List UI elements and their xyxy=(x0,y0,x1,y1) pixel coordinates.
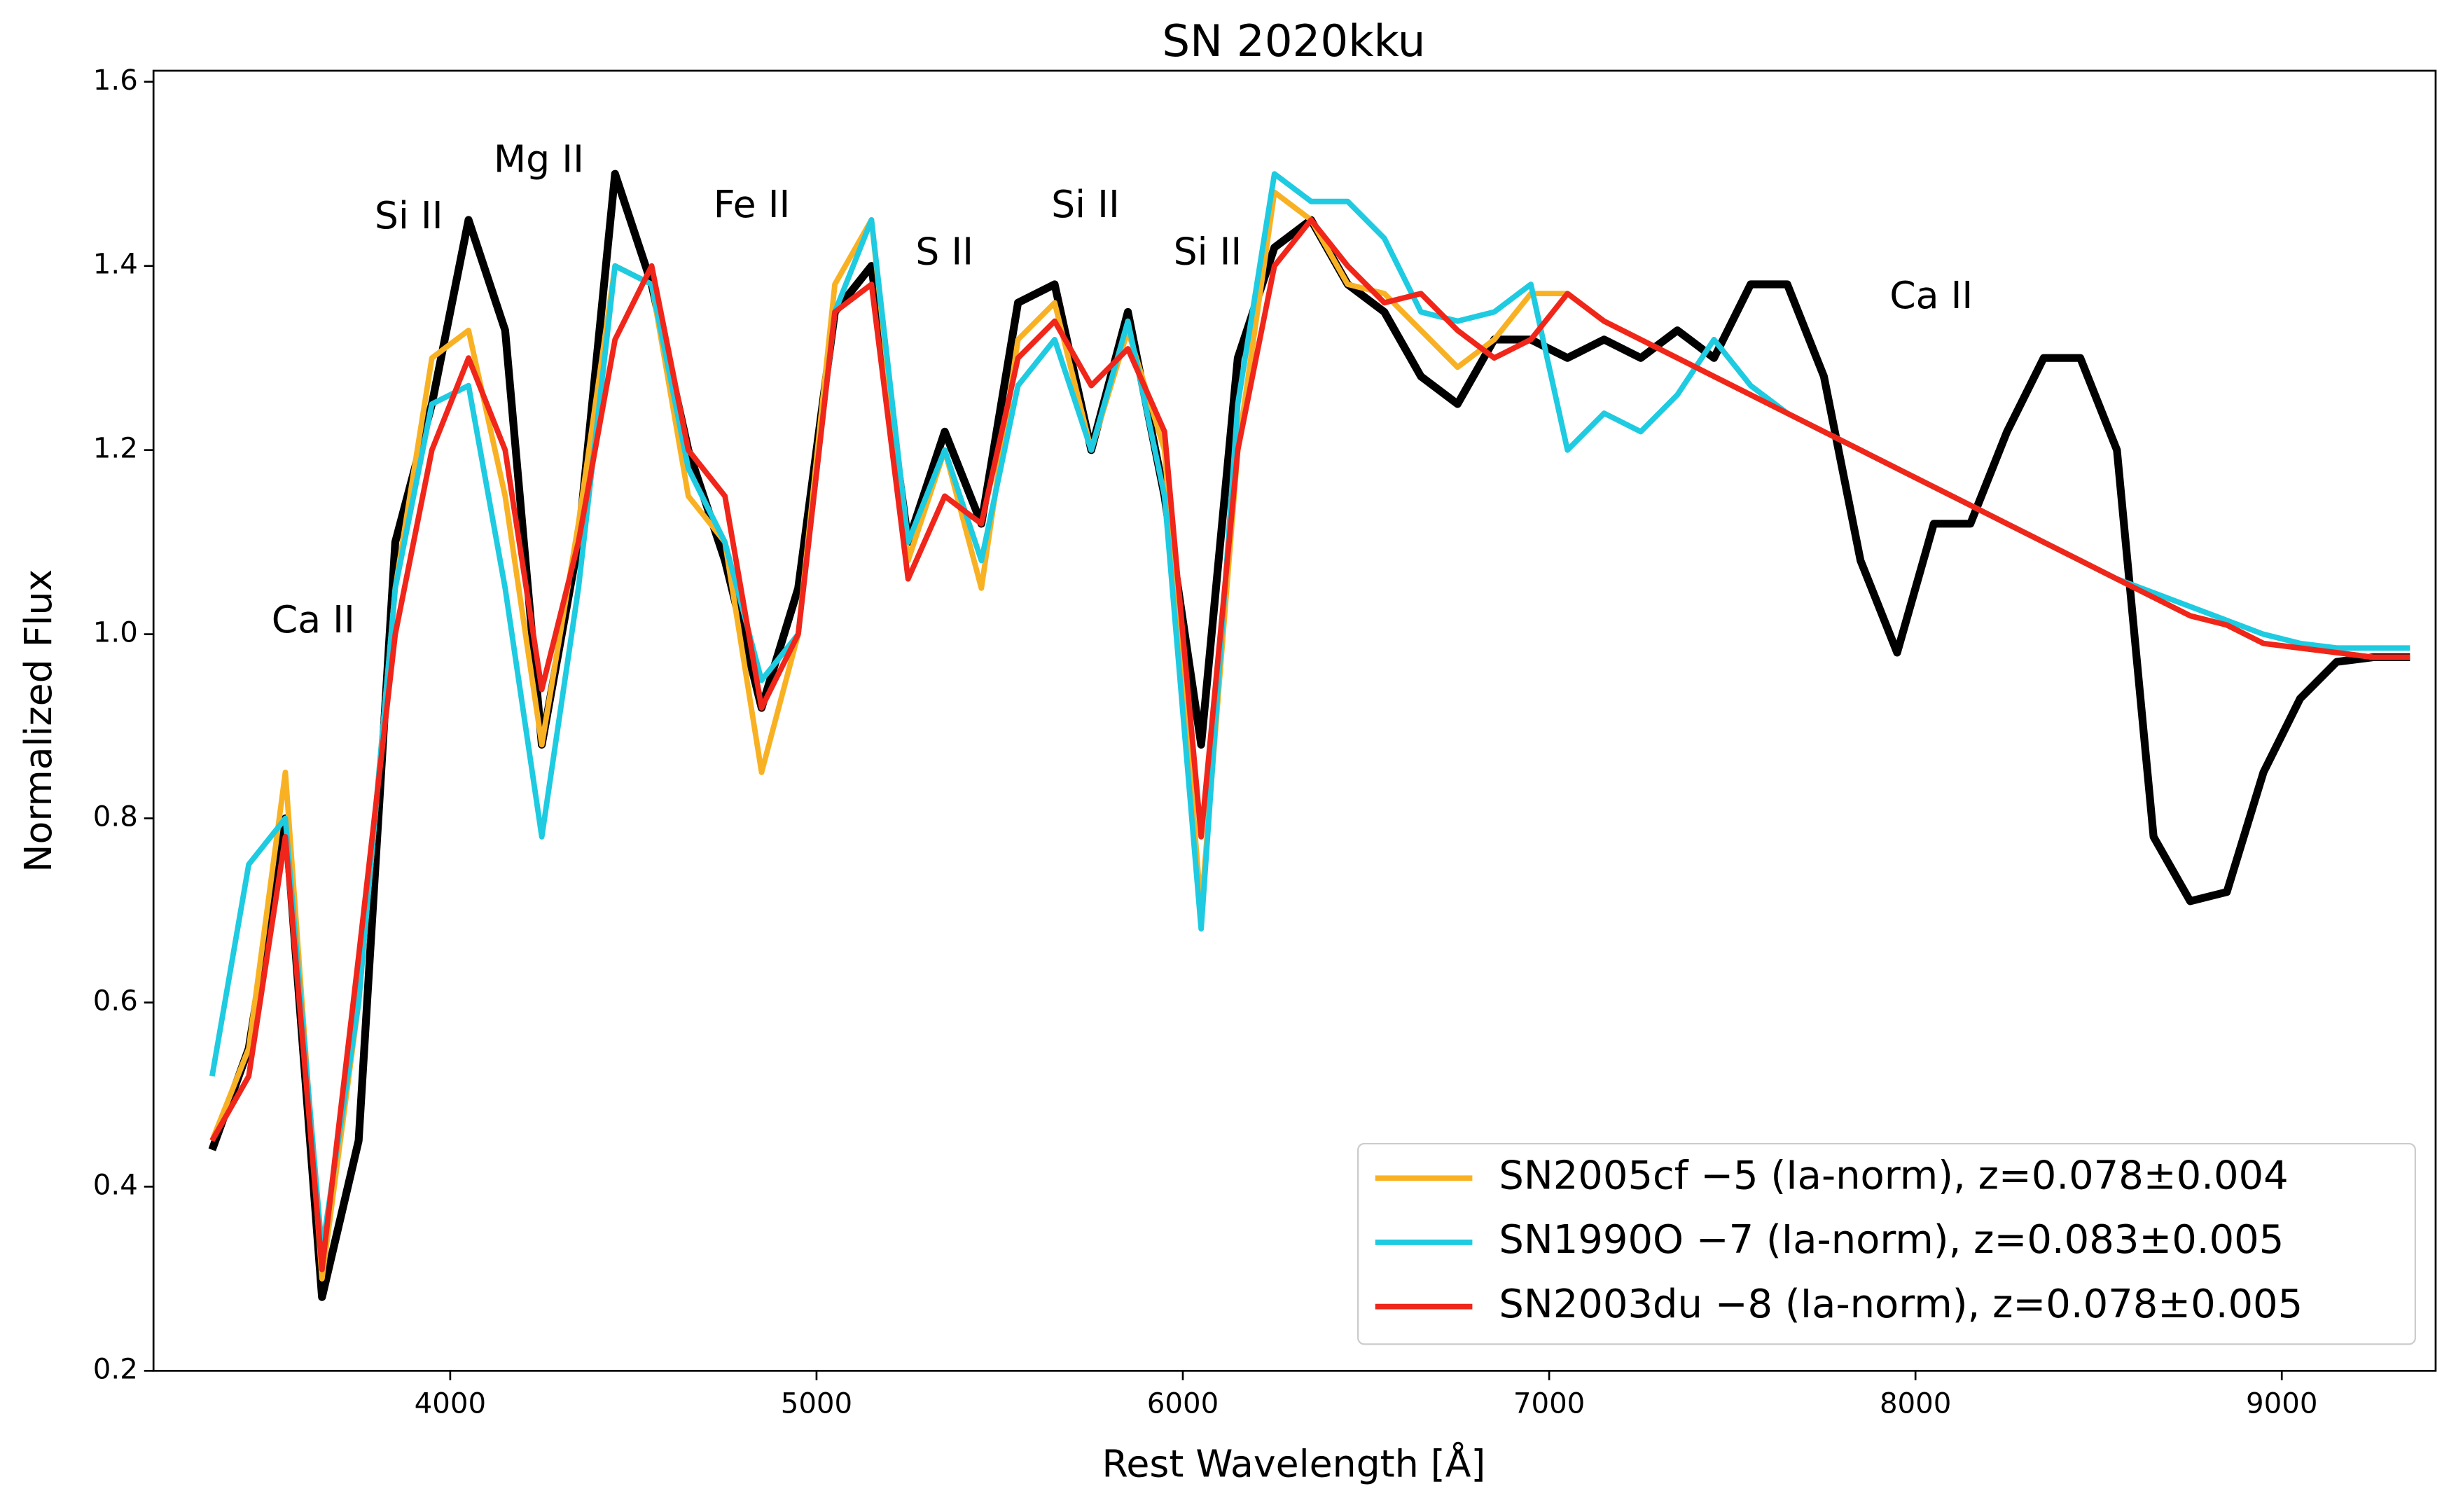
y-tick-label: 0.4 xyxy=(93,1169,138,1201)
legend-label: SN2005cf −5 (Ia-norm), z=0.078±0.004 xyxy=(1499,1153,2288,1198)
y-tick-label: 1.4 xyxy=(93,249,138,281)
plot-lines xyxy=(208,169,2410,1301)
annotation: Si II xyxy=(1051,182,1120,226)
x-tick-label: 4000 xyxy=(415,1388,486,1420)
annotation: S II xyxy=(915,229,973,273)
legend-label: SN2003du −8 (Ia-norm), z=0.078±0.005 xyxy=(1499,1282,2303,1327)
chart-title: SN 2020kku xyxy=(1162,15,1425,67)
x-tick-label: 6000 xyxy=(1147,1388,1219,1420)
plot-frame xyxy=(152,69,2437,1372)
legend: SN2005cf −5 (Ia-norm), z=0.078±0.004 SN19… xyxy=(1357,1142,2416,1345)
legend-box xyxy=(1357,1142,2416,1345)
x-tick-label: 5000 xyxy=(781,1388,852,1420)
annotation: Si II xyxy=(1174,229,1242,273)
y-axis-label: Normalized Flux xyxy=(16,569,60,873)
y-tick-label: 0.6 xyxy=(93,985,138,1017)
x-tick-label: 8000 xyxy=(1880,1388,1951,1420)
annotation: Si II xyxy=(375,193,443,237)
annotation: Mg II xyxy=(494,137,584,181)
series-line xyxy=(209,217,2410,1272)
annotation: Ca II xyxy=(272,597,355,641)
x-tick-label: 7000 xyxy=(1513,1388,1585,1420)
legend-label: SN1990O −7 (Ia-norm), z=0.083±0.005 xyxy=(1499,1217,2284,1263)
annotation: Fe II xyxy=(714,182,791,226)
y-tick-label: 1.6 xyxy=(93,64,138,97)
annotation: Ca II xyxy=(1889,273,1973,317)
y-tick-label: 1.0 xyxy=(93,617,138,649)
x-tick-label: 9000 xyxy=(2246,1388,2317,1420)
y-tick-label: 0.2 xyxy=(93,1353,138,1385)
y-tick-label: 0.8 xyxy=(93,801,138,833)
y-tick-label: 1.2 xyxy=(93,433,138,465)
x-axis-label: Rest Wavelength [Å] xyxy=(1102,1441,1486,1485)
